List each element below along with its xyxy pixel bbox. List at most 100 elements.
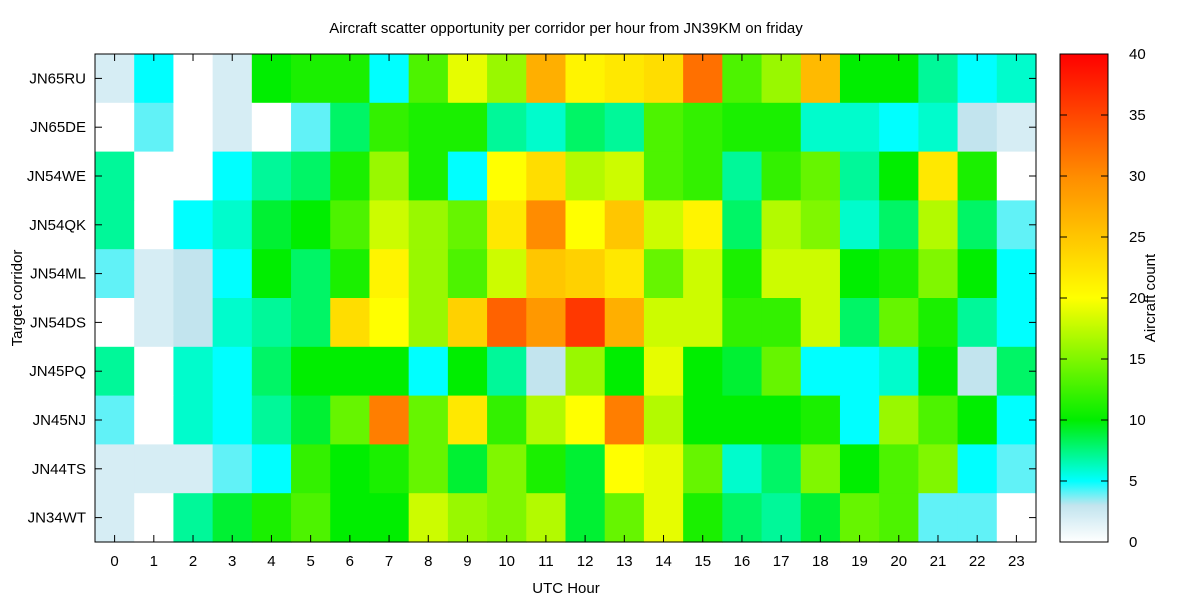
heatmap-cell — [526, 395, 567, 445]
heatmap-cell — [643, 444, 684, 494]
heatmap-cell — [722, 444, 763, 494]
y-tick-label: JN65DE — [30, 119, 86, 136]
heatmap-cell — [918, 444, 959, 494]
heatmap-cell — [526, 298, 567, 348]
x-tick-label: 22 — [969, 553, 986, 570]
heatmap-cell — [134, 54, 175, 104]
heatmap-cell — [565, 102, 606, 153]
heatmap-cell — [330, 444, 371, 494]
heatmap-cell — [604, 102, 645, 153]
x-tick-label: 21 — [930, 553, 947, 570]
heatmap-cell — [447, 346, 488, 397]
heatmap-cell — [369, 444, 410, 494]
x-tick-label: 9 — [463, 553, 471, 570]
heatmap-cell — [369, 346, 410, 397]
heatmap-cell — [918, 493, 959, 543]
heatmap-cell — [134, 200, 175, 250]
heatmap-cells — [95, 54, 1037, 543]
heatmap-cell — [957, 200, 998, 250]
heatmap-cell — [173, 249, 214, 299]
heatmap-cell — [761, 151, 802, 201]
y-tick-label: JN34WT — [28, 510, 86, 527]
x-tick-label: 15 — [694, 553, 711, 570]
heatmap-cell — [173, 151, 214, 201]
heatmap-cell — [879, 200, 919, 250]
heatmap-cell — [447, 298, 488, 348]
heatmap-cell — [957, 395, 998, 445]
heatmap-cell — [879, 102, 919, 153]
heatmap-cell — [291, 249, 331, 299]
heatmap-cell — [565, 151, 606, 201]
heatmap-cell — [487, 249, 527, 299]
heatmap-cell — [330, 346, 371, 397]
heatmap-cell — [879, 249, 919, 299]
heatmap-cell — [173, 102, 214, 153]
heatmap-cell — [604, 298, 645, 348]
heatmap-cell — [643, 102, 684, 153]
heatmap-cell — [722, 200, 763, 250]
heatmap-cell — [447, 395, 488, 445]
colorbar-tick-label: 25 — [1129, 229, 1146, 246]
y-tick-label: JN44TS — [32, 461, 86, 478]
heatmap-cell — [251, 298, 292, 348]
heatmap-cell — [761, 200, 802, 250]
heatmap-cell — [212, 151, 253, 201]
heatmap-cell — [800, 444, 841, 494]
heatmap-cell — [957, 444, 998, 494]
heatmap-cell — [330, 54, 371, 104]
heatmap-cell — [957, 249, 998, 299]
heatmap-cell — [173, 493, 214, 543]
y-axis-label: Target corridor — [9, 250, 26, 347]
heatmap-cell — [369, 200, 410, 250]
x-tick-label: 2 — [189, 553, 197, 570]
heatmap-cell — [134, 444, 175, 494]
heatmap-cell — [212, 200, 253, 250]
x-tick-label: 1 — [150, 553, 158, 570]
heatmap-cell — [879, 151, 919, 201]
heatmap-cell — [134, 493, 175, 543]
colorbar-ticks: 0 5 10 15 20 25 30 35 40 — [1060, 46, 1146, 551]
heatmap-cell — [408, 151, 449, 201]
colorbar-tick-label: 40 — [1129, 46, 1146, 63]
heatmap-cell — [604, 346, 645, 397]
heatmap-cell — [683, 54, 723, 104]
heatmap-cell — [447, 151, 488, 201]
heatmap-cell — [330, 249, 371, 299]
heatmap-cell — [683, 151, 723, 201]
heatmap-cell — [212, 298, 253, 348]
x-tick-label: 5 — [306, 553, 314, 570]
heatmap-cell — [251, 346, 292, 397]
heatmap-cell — [408, 346, 449, 397]
heatmap-cell — [134, 346, 175, 397]
heatmap-cell — [683, 395, 723, 445]
heatmap-cell — [212, 444, 253, 494]
heatmap-cell — [761, 395, 802, 445]
colorbar-tick-label: 5 — [1129, 473, 1137, 490]
x-tick-label: 13 — [616, 553, 633, 570]
y-tick-label: JN45NJ — [33, 412, 86, 429]
heatmap-cell — [173, 346, 214, 397]
heatmap-cell — [565, 249, 606, 299]
heatmap-cell — [918, 102, 959, 153]
heatmap-cell — [134, 395, 175, 445]
heatmap-cell — [800, 395, 841, 445]
heatmap-cell — [683, 249, 723, 299]
x-tick-label: 18 — [812, 553, 829, 570]
heatmap-cell — [408, 102, 449, 153]
y-tick-label: JN45PQ — [29, 363, 86, 380]
x-tick-label: 17 — [773, 553, 790, 570]
heatmap-cell — [291, 151, 331, 201]
heatmap-cell — [291, 395, 331, 445]
heatmap-cell — [839, 102, 880, 153]
x-tick-label: 4 — [267, 553, 275, 570]
y-tick-label: JN54ML — [30, 266, 86, 283]
heatmap-cell — [761, 249, 802, 299]
heatmap-cell — [761, 102, 802, 153]
colorbar-tick-label: 35 — [1129, 107, 1146, 124]
heatmap-cell — [918, 249, 959, 299]
heatmap-cell — [487, 346, 527, 397]
heatmap-cell — [722, 54, 763, 104]
heatmap-cell — [369, 395, 410, 445]
heatmap-cell — [839, 200, 880, 250]
